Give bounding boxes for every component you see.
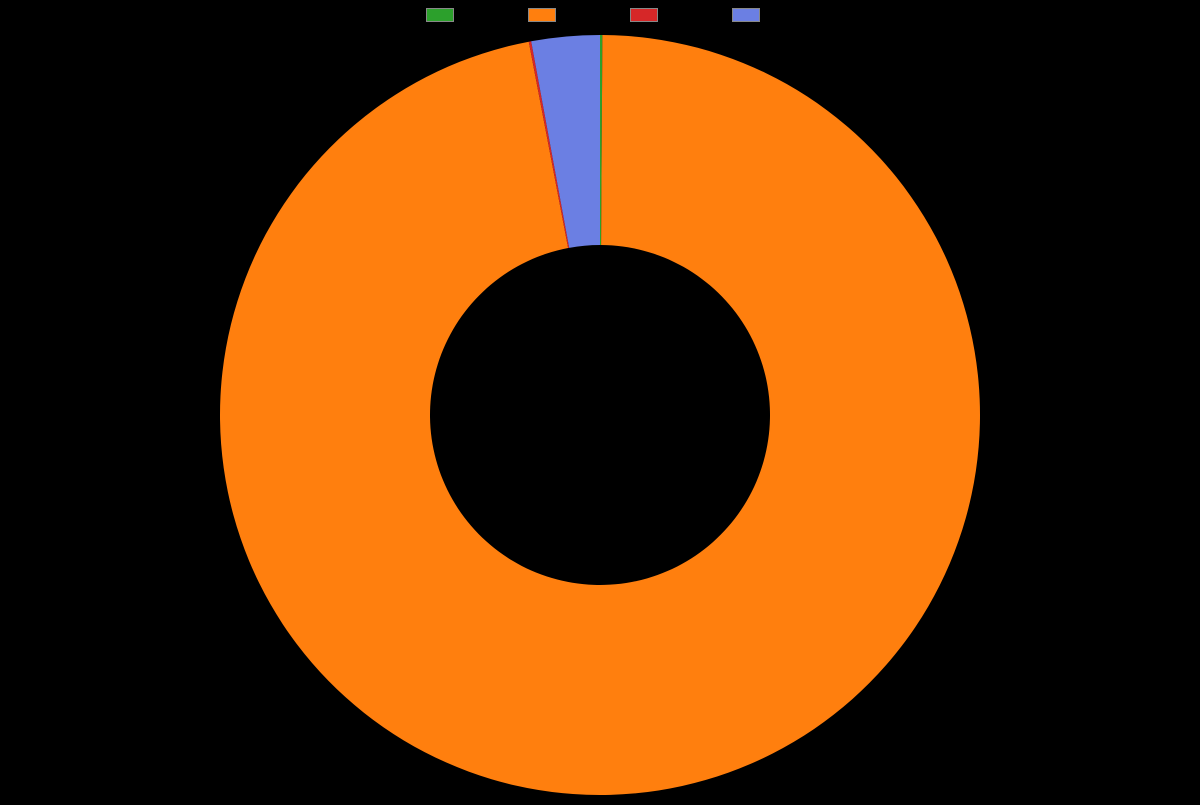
- legend-item-3: [732, 8, 774, 22]
- legend-swatch-3: [732, 8, 760, 22]
- legend-swatch-1: [528, 8, 556, 22]
- legend-item-2: [630, 8, 672, 22]
- donut-svg: [215, 30, 985, 800]
- legend-item-0: [426, 8, 468, 22]
- legend-swatch-0: [426, 8, 454, 22]
- donut-chart: [215, 30, 985, 800]
- legend-swatch-2: [630, 8, 658, 22]
- legend-item-1: [528, 8, 570, 22]
- chart-legend: [426, 8, 774, 22]
